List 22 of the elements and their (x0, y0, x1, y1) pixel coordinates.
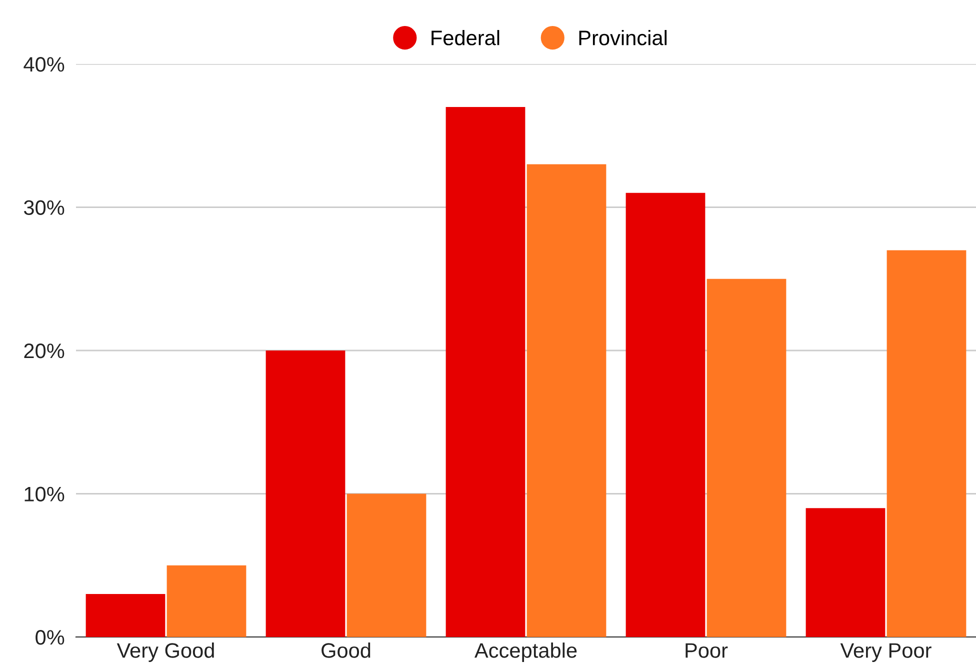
x-tick-label: Very Good (116, 642, 214, 662)
bar (266, 350, 346, 637)
x-tick-label: Very Poor (840, 643, 932, 662)
bar (706, 278, 786, 637)
x-tick-label: Poor (686, 643, 728, 658)
bar (346, 494, 426, 637)
bar (166, 565, 246, 637)
bar (886, 250, 966, 637)
bar (626, 192, 706, 637)
y-tick-label: 40% (24, 57, 64, 72)
bar (446, 106, 526, 637)
y-tick-label: 10% (24, 486, 64, 502)
x-tick-label: Acceptable (474, 642, 577, 662)
y-tick-label: 30% (24, 200, 64, 216)
x-tick-label: Good (322, 642, 370, 658)
legend-label: Provincial (579, 30, 667, 46)
bar (806, 508, 886, 637)
bar (86, 594, 166, 637)
bar (526, 164, 606, 637)
y-tick-label: 0% (36, 630, 64, 645)
legend-label: Federal (432, 30, 500, 46)
y-tick-label: 20% (24, 344, 64, 358)
